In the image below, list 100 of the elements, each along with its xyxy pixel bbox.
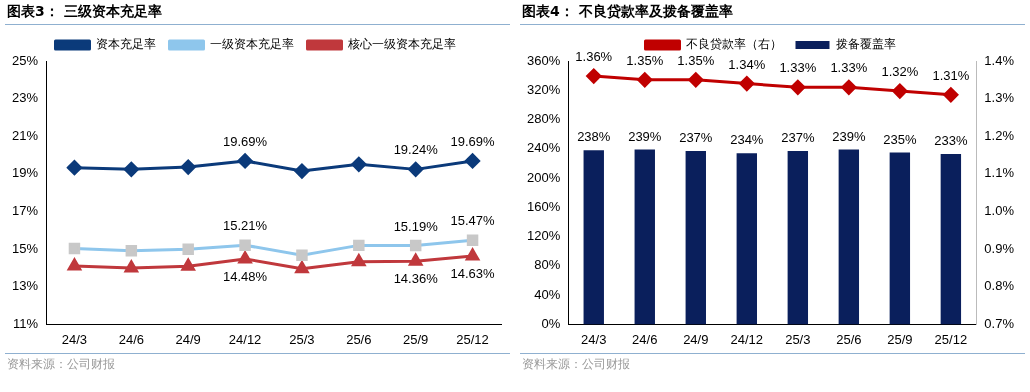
y-tick-label: 19% <box>11 165 39 181</box>
x-tick-label: 24/9 <box>175 331 201 347</box>
data-label: 234% <box>730 132 764 148</box>
data-label: 1.33% <box>779 60 817 76</box>
point <box>123 161 139 177</box>
point <box>238 251 252 264</box>
chart-title: 图表3： 三级资本充足率 <box>5 0 510 25</box>
data-label: 237% <box>679 130 713 146</box>
data-label: 1.31% <box>932 67 970 83</box>
y-tick-label: 80% <box>534 257 561 273</box>
data-label: 1.34% <box>728 56 766 72</box>
data-label: 19.24% <box>393 142 439 158</box>
legend-label: 核心一级资本充足率 <box>346 37 456 52</box>
x-tick-label: 24/3 <box>61 331 88 347</box>
point <box>790 79 806 95</box>
y-tick-label: 25% <box>11 52 39 68</box>
data-label: 1.35% <box>677 52 715 68</box>
y-tick-label: 120% <box>527 228 561 244</box>
data-label: 14.48% <box>223 269 268 284</box>
y-tick-label: 17% <box>11 203 39 219</box>
x-tick-label: 25/12 <box>456 331 489 347</box>
x-tick-label: 24/6 <box>118 331 144 347</box>
point <box>688 72 704 88</box>
y-tick-label: 23% <box>11 90 39 106</box>
point <box>295 261 309 274</box>
point <box>409 253 423 266</box>
data-label: 15.19% <box>393 218 439 234</box>
x-tick-label: 25/12 <box>934 331 968 347</box>
y-tick-label: 13% <box>11 278 39 294</box>
data-label: 14.36% <box>393 271 439 287</box>
text: 资料来源：公司财报 <box>5 353 510 373</box>
x-tick-label: 24/9 <box>683 331 709 347</box>
y2-tick-label: 1.3% <box>984 90 1015 106</box>
x-tick-label: 25/6 <box>346 331 372 347</box>
legend-label: 资本充足率 <box>95 37 156 52</box>
point <box>237 153 253 169</box>
x-tick-label: 25/3 <box>785 331 811 347</box>
point <box>181 258 195 271</box>
y-tick-label: 320% <box>527 81 561 97</box>
point <box>294 163 310 179</box>
point <box>841 79 857 95</box>
y2-tick-label: 1.1% <box>984 165 1015 181</box>
legend-label: 一级资本充足率 <box>209 37 294 52</box>
data-label: 15.21% <box>223 218 268 234</box>
y-tick-label: 240% <box>527 140 561 156</box>
x-tick-label: 25/3 <box>289 331 315 347</box>
data-label: 19.69% <box>223 133 268 149</box>
text: 资料来源：公司财报 <box>520 353 1025 373</box>
y2-tick-label: 0.8% <box>984 278 1015 294</box>
y2-tick-label: 0.7% <box>984 315 1015 331</box>
data-label: 239% <box>832 128 866 144</box>
y-tick-label: 11% <box>12 315 39 331</box>
point <box>892 83 908 99</box>
data-label: 238% <box>577 129 611 145</box>
point <box>465 153 481 169</box>
y2-tick-label: 0.9% <box>984 240 1015 256</box>
data-label: 19.69% <box>450 133 496 149</box>
data-label: 15.47% <box>450 213 496 229</box>
point <box>637 72 653 88</box>
legend-label: 不良贷款率（右） <box>685 37 782 52</box>
point <box>352 254 366 267</box>
data-label: 233% <box>934 133 968 148</box>
point <box>739 76 755 92</box>
y-tick-label: 360% <box>527 52 561 68</box>
y-tick-label: 15% <box>11 240 39 256</box>
legend-label: 拨备覆盖率 <box>835 37 896 52</box>
data-label: 1.36% <box>575 49 613 65</box>
y-tick-label: 160% <box>527 198 561 214</box>
y-tick-label: 200% <box>527 169 561 185</box>
data-label: 1.32% <box>881 64 919 80</box>
y2-tick-label: 1.2% <box>984 127 1015 143</box>
y2-tick-label: 1.0% <box>984 203 1015 219</box>
point <box>943 87 959 103</box>
x-tick-label: 24/12 <box>228 331 262 347</box>
x-tick-label: 24/3 <box>581 331 607 347</box>
y-tick-label: 21% <box>11 127 39 143</box>
point <box>67 258 82 271</box>
chart-title: 图表4： 不良贷款率及拨备覆盖率 <box>520 0 1025 25</box>
point <box>586 68 602 84</box>
point <box>408 161 424 177</box>
x-tick-label: 25/9 <box>887 331 913 347</box>
data-label: 1.33% <box>830 60 868 76</box>
y-tick-label: 0% <box>541 315 561 331</box>
data-label: 237% <box>781 130 815 146</box>
point <box>124 260 139 273</box>
point <box>66 160 82 176</box>
y-tick-label: 280% <box>527 111 561 127</box>
y2-tick-label: 1.4% <box>984 52 1015 68</box>
x-tick-label: 24/12 <box>730 331 764 347</box>
x-tick-label: 25/6 <box>836 331 862 347</box>
data-label: 1.35% <box>626 52 664 68</box>
point <box>351 156 367 172</box>
point <box>180 159 196 175</box>
data-label: 235% <box>883 131 917 147</box>
x-tick-label: 24/6 <box>632 331 658 347</box>
data-label: 14.63% <box>450 266 496 282</box>
point <box>465 248 480 261</box>
y-tick-label: 40% <box>534 286 561 302</box>
x-tick-label: 25/9 <box>403 331 429 347</box>
data-label: 239% <box>628 128 662 144</box>
